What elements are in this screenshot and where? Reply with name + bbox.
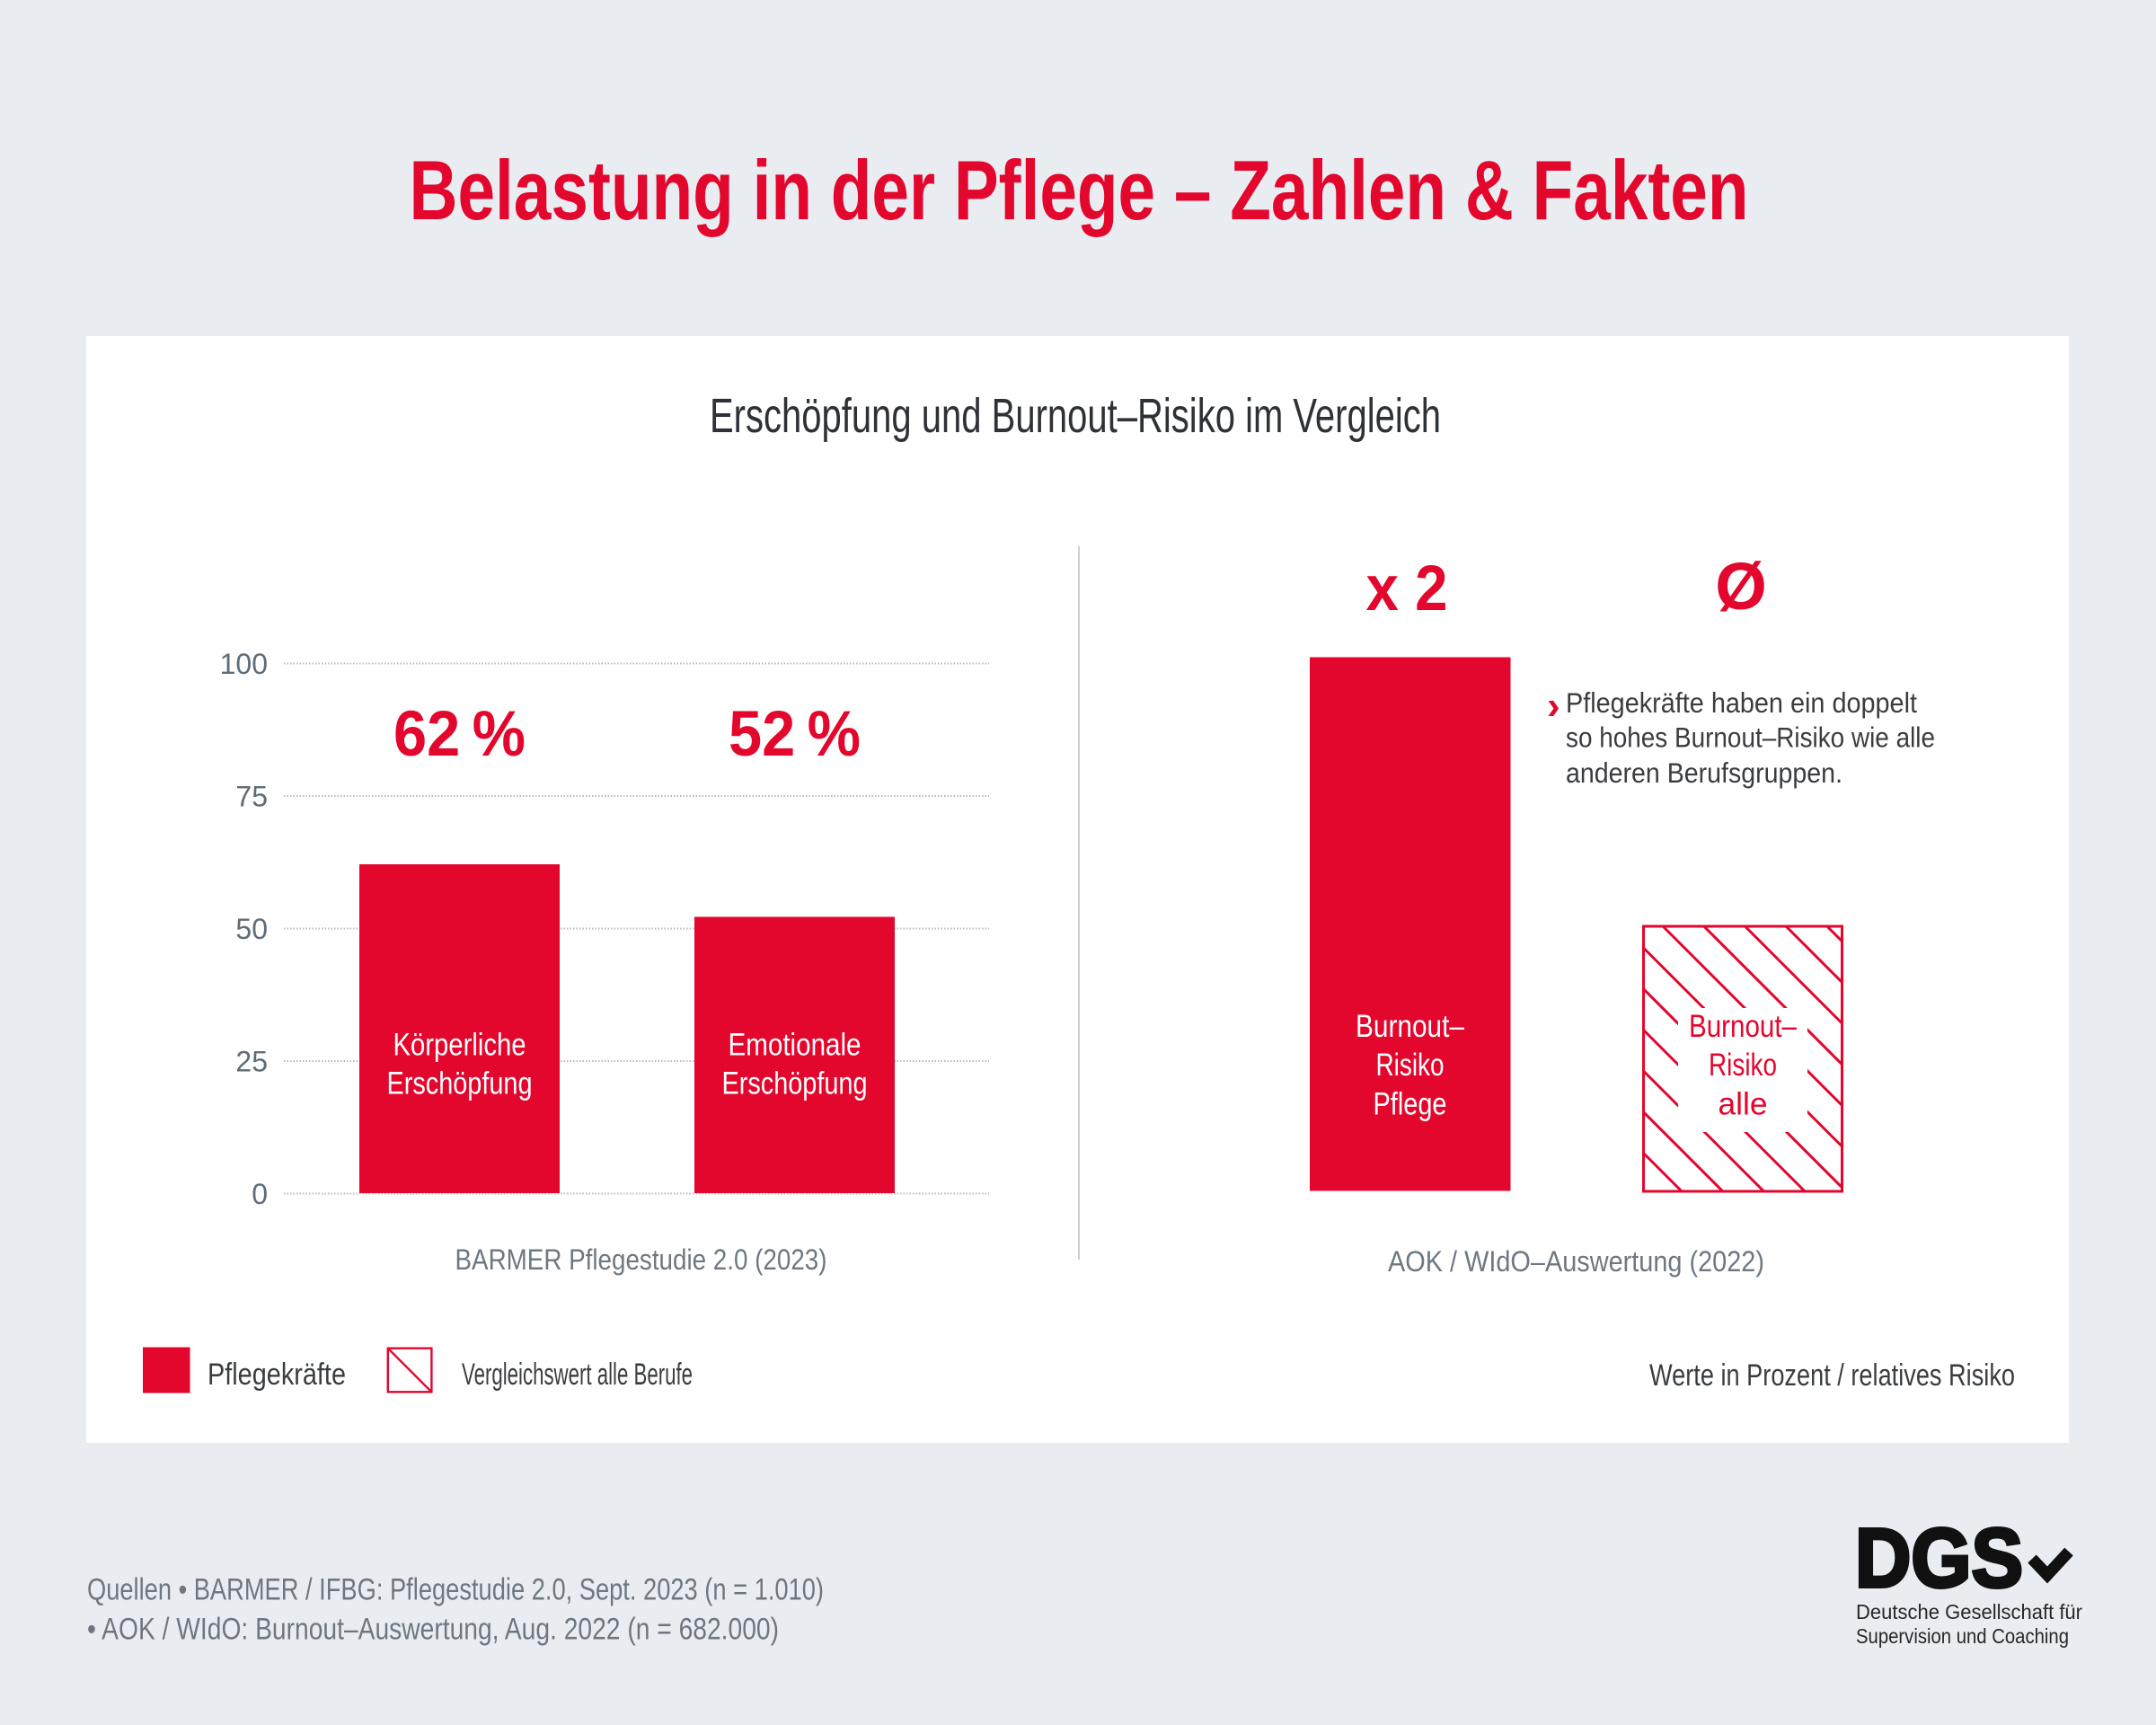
svg-text:BARMER Pflegestudie 2.0 (2023): BARMER Pflegestudie 2.0 (2023) (455, 1243, 827, 1276)
svg-text:Erschöpfung und Burnout–Risiko: Erschöpfung und Burnout–Risiko im Vergle… (710, 389, 1441, 443)
svg-text:Pflegekräfte haben ein doppelt: Pflegekräfte haben ein doppelt (1566, 686, 1917, 719)
svg-text:Erschöpfung: Erschöpfung (387, 1066, 533, 1101)
svg-text:DGS: DGS (1855, 1511, 2023, 1605)
svg-text:Burnout–: Burnout– (1689, 1009, 1797, 1044)
svg-text:0: 0 (252, 1178, 268, 1210)
svg-text:alle: alle (1719, 1086, 1768, 1121)
svg-text:anderen Berufsgruppen.: anderen Berufsgruppen. (1566, 756, 1842, 789)
svg-text:›: › (1547, 684, 1560, 728)
svg-text:Erschöpfung: Erschöpfung (722, 1066, 868, 1101)
svg-text:AOK / WIdO–Auswertung (2022): AOK / WIdO–Auswertung (2022) (1388, 1245, 1764, 1278)
svg-text:Pflege: Pflege (1374, 1086, 1447, 1121)
svg-text:Körperliche: Körperliche (393, 1028, 526, 1063)
svg-text:• AOK / WIdO: Burnout–Auswertu: • AOK / WIdO: Burnout–Auswertung, Aug. 2… (87, 1612, 779, 1646)
svg-text:Deutsche Gesellschaft für: Deutsche Gesellschaft für (1856, 1600, 2082, 1623)
svg-text:100: 100 (220, 648, 268, 680)
svg-text:Risiko: Risiko (1376, 1048, 1445, 1083)
svg-text:Burnout–: Burnout– (1356, 1009, 1464, 1044)
svg-text:75: 75 (235, 781, 268, 813)
svg-text:Ø: Ø (1715, 549, 1767, 624)
svg-text:52 %: 52 % (729, 699, 861, 770)
svg-text:50: 50 (235, 913, 268, 945)
svg-text:Vergleichswert alle Berufe: Vergleichswert alle Berufe (462, 1358, 693, 1392)
svg-text:x 2: x 2 (1366, 553, 1448, 624)
svg-text:Supervision und Coaching: Supervision und Coaching (1856, 1624, 2069, 1648)
svg-text:Werte in Prozent / relatives R: Werte in Prozent / relatives Risiko (1649, 1358, 2015, 1393)
svg-text:Belastung in der Pflege – Zahl: Belastung in der Pflege – Zahlen & Fakte… (410, 143, 1749, 237)
svg-text:so hohes Burnout–Risiko wie al: so hohes Burnout–Risiko wie alle (1566, 721, 1935, 753)
svg-text:Emotionale: Emotionale (729, 1028, 862, 1063)
svg-text:Risiko: Risiko (1709, 1048, 1777, 1083)
svg-text:Pflegekräfte: Pflegekräfte (208, 1358, 346, 1392)
svg-text:25: 25 (235, 1046, 268, 1078)
svg-text:Quellen • BARMER / IFBG: Pfleg: Quellen • BARMER / IFBG: Pflegestudie 2.… (87, 1573, 824, 1607)
svg-text:62 %: 62 % (393, 699, 526, 770)
